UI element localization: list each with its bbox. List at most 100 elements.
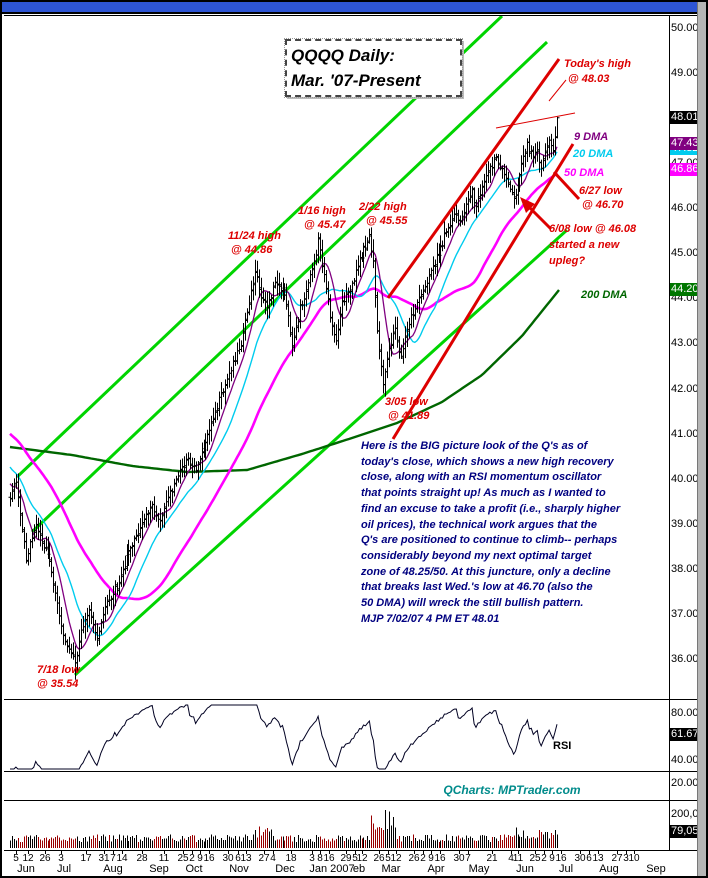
date-day-label: 8 xyxy=(317,853,323,864)
rsi-value-box: 61.67 xyxy=(670,728,705,741)
red-pointer-627 xyxy=(552,170,581,201)
date-month-label: Aug xyxy=(103,863,123,875)
price-axis-label: 36.000 xyxy=(671,653,705,665)
chart-annotation: 3/05 low xyxy=(385,396,428,408)
price-axis-label: 43.000 xyxy=(671,337,705,349)
price-axis-label: 42.000 xyxy=(671,383,705,395)
date-day-label: 7 xyxy=(465,853,471,864)
date-day-label: 3 xyxy=(623,853,629,864)
date-day-label: 6 xyxy=(586,853,592,864)
date-month-label: Mar xyxy=(381,863,401,875)
dma200-value-box: 44.203 xyxy=(670,283,705,296)
red-upleg-lower xyxy=(391,143,575,440)
date-day-label: 13 xyxy=(240,853,252,864)
date-day-label: 6 xyxy=(235,853,241,864)
commentary-line: that breaks last Wed.'s low at 46.70 (al… xyxy=(361,581,593,594)
price-axis-label: 40.000 xyxy=(671,473,705,485)
date-day-label: 14 xyxy=(116,853,128,864)
red-upleg-upper xyxy=(386,58,561,299)
date-day-label: 3 xyxy=(58,853,64,864)
date-month-label: Nov xyxy=(229,863,249,875)
date-month-label: Jun xyxy=(516,863,534,875)
date-day-label: 21 xyxy=(486,853,498,864)
ma-50dma-line xyxy=(9,171,558,601)
date-day-label: 26 xyxy=(408,853,420,864)
price-axis-label: 45.000 xyxy=(671,247,705,259)
date-day-label: 12 xyxy=(390,853,402,864)
date-day-label: 9 xyxy=(549,853,555,864)
date-month-label: Sep xyxy=(149,863,169,875)
date-day-label: 18 xyxy=(285,853,297,864)
date-day-label: 29 xyxy=(340,853,352,864)
date-day-label: 10 xyxy=(628,853,640,864)
date-month-label: Apr xyxy=(427,863,445,875)
commentary-line: Here is the BIG picture look of the Q's … xyxy=(361,440,588,452)
commentary-line: 50 DMA) will wreck the still bullish pat… xyxy=(361,597,584,610)
date-day-label: 27 xyxy=(611,853,623,864)
date-day-label: 16 xyxy=(203,853,215,864)
date-day-label: 3 xyxy=(309,853,315,864)
chart-annotation: @ 44.86 xyxy=(231,244,273,256)
date-day-label: 9 xyxy=(197,853,203,864)
rsi-label: RSI xyxy=(553,740,572,752)
chart-annotation: upleg? xyxy=(549,255,586,267)
date-day-label: 16 xyxy=(434,853,446,864)
rsi-line xyxy=(10,704,558,770)
date-day-label: 26 xyxy=(39,853,51,864)
date-day-label: 7 xyxy=(110,853,116,864)
dma50-value-box: 46.864 xyxy=(670,163,705,176)
date-month-label: Aug xyxy=(599,863,619,875)
chart-annotation: @ 45.55 xyxy=(366,215,408,227)
chart-title-box: QQQQ Daily: Mar. '07-Present xyxy=(284,38,463,98)
date-day-label: 16 xyxy=(323,853,335,864)
chart-annotation: @ 35.54 xyxy=(37,678,79,690)
chart-annotation: 20 DMA xyxy=(573,148,614,160)
chart-annotation: 6/27 low xyxy=(579,185,622,197)
price-axis-label: 50.000 xyxy=(671,22,705,34)
date-day-label: 27 xyxy=(258,853,270,864)
date-day-label: 25 xyxy=(177,853,189,864)
chart-annotation: @ 41.89 xyxy=(388,410,430,422)
date-day-label: 17 xyxy=(80,853,92,864)
dma9-value-box: 47.435 xyxy=(670,137,705,150)
date-month-label: May xyxy=(468,863,490,875)
date-month-label: Jun xyxy=(17,863,35,875)
date-month-label: Dec xyxy=(275,863,295,875)
commentary-line: considerably beyond my next optimal targ… xyxy=(361,549,592,562)
commentary-line: Q's are positioned to continue to climb-… xyxy=(361,534,618,547)
date-day-label: 2 xyxy=(420,853,426,864)
date-day-label: 30 xyxy=(574,853,586,864)
commentary-line: that points straight up! As much as I wa… xyxy=(361,487,606,500)
red-dash xyxy=(548,79,567,102)
rsi-axis-label: 80.00 xyxy=(671,707,699,719)
ma-200dma-line xyxy=(9,289,560,474)
rsi-axis-label: 40.00 xyxy=(671,754,699,766)
commentary-line: today's close, which shows a new high re… xyxy=(361,455,614,468)
chart-annotation: @ 46.70 xyxy=(582,199,624,211)
chart-title-line2: Mar. '07-Present xyxy=(291,71,421,90)
date-day-label: 26 xyxy=(373,853,385,864)
chart-annotation: @ 45.47 xyxy=(304,219,346,231)
date-day-label: 30 xyxy=(453,853,465,864)
date-day-label: 16 xyxy=(555,853,567,864)
chart-title-line1: QQQQ Daily: xyxy=(291,46,395,65)
chart-annotation: 7/18 low xyxy=(37,664,80,676)
rsi-axis-label: 20.00 xyxy=(671,777,699,789)
watermark-text: QCharts: MPTrader.com xyxy=(443,783,581,797)
date-day-label: 31 xyxy=(98,853,110,864)
price-axis-label: 46.000 xyxy=(671,202,705,214)
date-month-label: eb xyxy=(352,863,366,875)
price-axis-label: 49.000 xyxy=(671,67,705,79)
chart-annotation: 200 DMA xyxy=(581,289,628,301)
last-price-box: 48.010 xyxy=(670,111,705,124)
commentary-line: MJP 7/02/07 4 PM ET 48.01 xyxy=(361,612,500,625)
date-day-label: 11 xyxy=(512,853,524,864)
date-day-label: 28 xyxy=(136,853,148,864)
date-day-label: 12 xyxy=(356,853,368,864)
window-titlebar xyxy=(2,2,706,14)
date-day-label: 9 xyxy=(428,853,434,864)
chart-annotation: @ 48.03 xyxy=(568,73,610,85)
date-day-label: 5 xyxy=(385,853,391,864)
